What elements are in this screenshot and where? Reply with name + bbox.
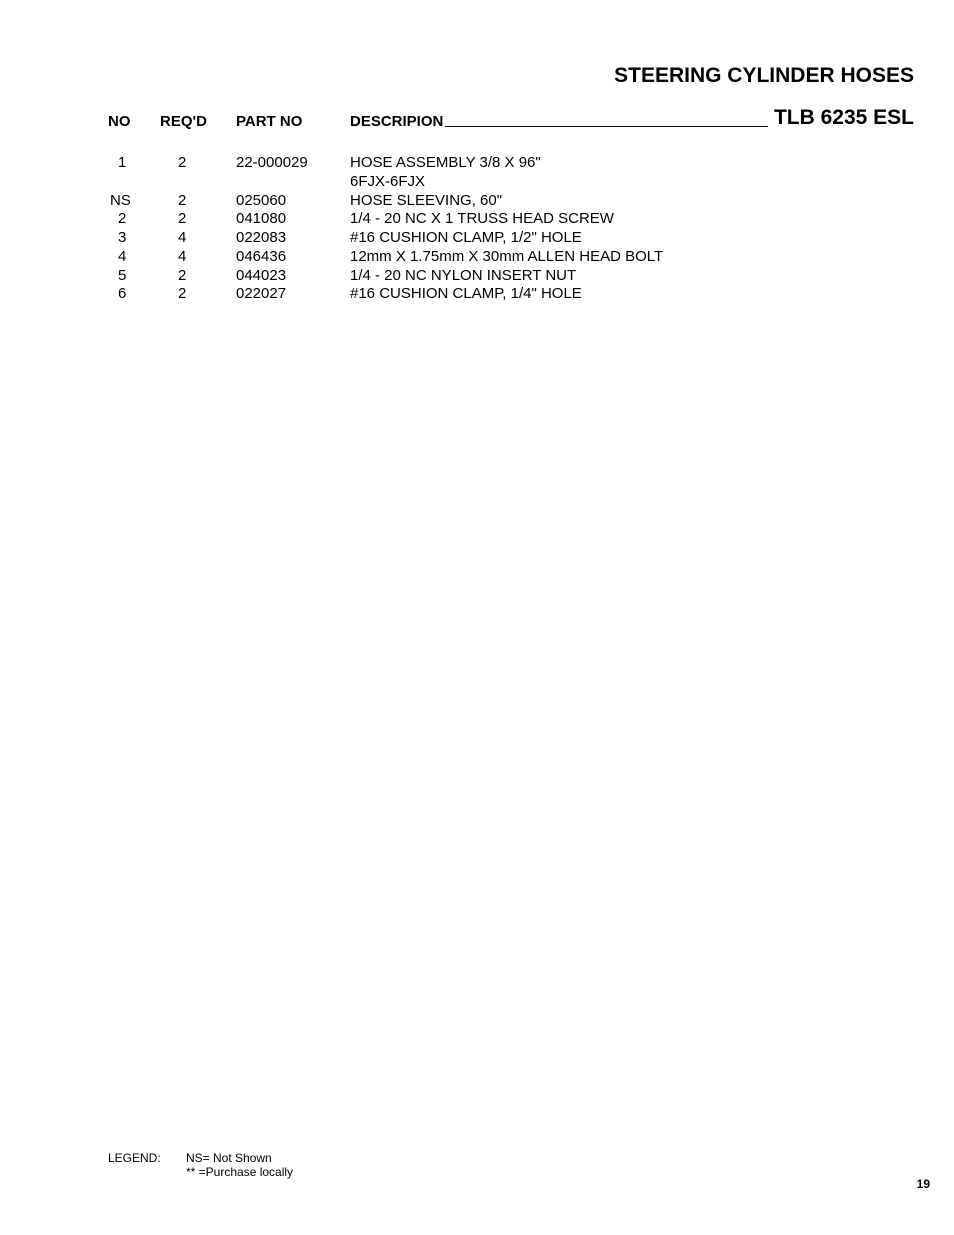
cell-desc: HOSE SLEEVING, 60" — [350, 192, 924, 211]
page-number: 19 — [917, 1177, 930, 1191]
cell-no: 4 — [108, 248, 160, 267]
cell-part: 041080 — [236, 210, 350, 229]
cell-reqd: 4 — [160, 248, 236, 267]
page-title: STEERING CYLINDER HOSES — [108, 64, 914, 88]
cell-no: 1 — [108, 154, 160, 173]
cell-reqd: 2 — [160, 154, 236, 173]
cell-desc: 12mm X 1.75mm X 30mm ALLEN HEAD BOLT — [350, 248, 924, 267]
header-desc: DESCRIPION — [350, 113, 443, 130]
parts-table: 1 2 22-000029 HOSE ASSEMBLY 3/8 X 96" 6F… — [108, 154, 924, 304]
cell-reqd: 2 — [160, 210, 236, 229]
cell-reqd: 2 — [160, 285, 236, 304]
cell-no: 2 — [108, 210, 160, 229]
legend-line: ** =Purchase locally — [186, 1165, 293, 1179]
cell-no — [108, 173, 160, 192]
table-row: 2 2 041080 1/4 - 20 NC X 1 TRUSS HEAD SC… — [108, 210, 924, 229]
page: STEERING CYLINDER HOSES NO REQ'D PART NO… — [0, 0, 954, 1235]
cell-desc: 1/4 - 20 NC X 1 TRUSS HEAD SCREW — [350, 210, 924, 229]
cell-no: 6 — [108, 285, 160, 304]
cell-part: 022027 — [236, 285, 350, 304]
header-rule — [445, 126, 768, 127]
table-row: 6 2 022027 #16 CUSHION CLAMP, 1/4" HOLE — [108, 285, 924, 304]
legend: LEGEND: NS= Not Shown ** =Purchase local… — [108, 1151, 293, 1179]
model-code: TLB 6235 ESL — [774, 106, 914, 130]
table-row: 6FJX-6FJX — [108, 173, 924, 192]
legend-line: NS= Not Shown — [186, 1151, 272, 1165]
cell-part: 044023 — [236, 267, 350, 286]
table-row: NS 2 025060 HOSE SLEEVING, 60" — [108, 192, 924, 211]
table-header-row: NO REQ'D PART NO DESCRIPION TLB 6235 ESL — [108, 106, 924, 130]
cell-reqd: 2 — [160, 192, 236, 211]
cell-part: 022083 — [236, 229, 350, 248]
cell-reqd: 2 — [160, 267, 236, 286]
table-row: 3 4 022083 #16 CUSHION CLAMP, 1/2" HOLE — [108, 229, 924, 248]
cell-no: 5 — [108, 267, 160, 286]
cell-desc: HOSE ASSEMBLY 3/8 X 96" — [350, 154, 924, 173]
cell-no: NS — [108, 192, 160, 211]
cell-part: 22-000029 — [236, 154, 350, 173]
table-row: 5 2 044023 1/4 - 20 NC NYLON INSERT NUT — [108, 267, 924, 286]
header-reqd: REQ'D — [160, 113, 236, 130]
cell-part — [236, 173, 350, 192]
cell-desc: 1/4 - 20 NC NYLON INSERT NUT — [350, 267, 924, 286]
header-no: NO — [108, 113, 160, 130]
legend-label-blank — [108, 1165, 186, 1179]
header-part: PART NO — [236, 113, 350, 130]
cell-part: 025060 — [236, 192, 350, 211]
legend-label: LEGEND: — [108, 1151, 186, 1165]
cell-reqd — [160, 173, 236, 192]
cell-part: 046436 — [236, 248, 350, 267]
table-row: 1 2 22-000029 HOSE ASSEMBLY 3/8 X 96" — [108, 154, 924, 173]
cell-reqd: 4 — [160, 229, 236, 248]
cell-desc: #16 CUSHION CLAMP, 1/4" HOLE — [350, 285, 924, 304]
cell-no: 3 — [108, 229, 160, 248]
table-row: 4 4 046436 12mm X 1.75mm X 30mm ALLEN HE… — [108, 248, 924, 267]
cell-desc: #16 CUSHION CLAMP, 1/2" HOLE — [350, 229, 924, 248]
cell-desc: 6FJX-6FJX — [350, 173, 924, 192]
